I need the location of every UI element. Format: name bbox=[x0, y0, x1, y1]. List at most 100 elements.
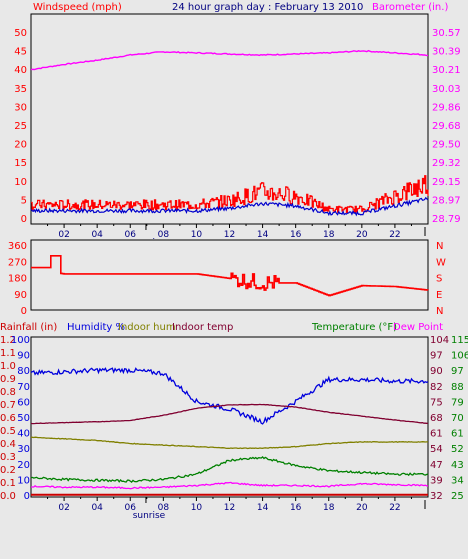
compass-letter: E bbox=[436, 290, 442, 301]
rainfall-tick-label: 1.0 bbox=[0, 361, 16, 372]
temp2-tick-label: 61 bbox=[451, 429, 464, 440]
x-tick-label: 06 bbox=[125, 230, 137, 240]
temp1-tick-label: 61 bbox=[430, 429, 443, 440]
windspeed-tick-label: 30 bbox=[14, 102, 27, 113]
barometer-tick-label: 30.21 bbox=[432, 65, 461, 76]
temp1-tick-label: 54 bbox=[430, 444, 443, 455]
windspeed-line bbox=[31, 175, 429, 214]
indoor-temp-label: Indoor temp bbox=[172, 322, 233, 333]
x-tick-label: 20 bbox=[356, 503, 368, 513]
x-tick-label: 22 bbox=[389, 230, 400, 240]
x-tick-label: 18 bbox=[323, 503, 335, 513]
temp1-tick-label: 47 bbox=[430, 460, 443, 471]
rainfall-tick-label: 0.8 bbox=[0, 387, 16, 398]
graph-title: 24 hour graph day : February 13 2010 bbox=[172, 2, 363, 13]
humidity-tick-label: 80 bbox=[17, 366, 30, 377]
x-axis-panel3: 02 04 06 08 10 12 14 16 18 20 22 sunrise bbox=[47, 497, 426, 521]
humidity-label: Humidity % bbox=[67, 322, 125, 333]
panel-wind-direction bbox=[30, 239, 429, 311]
barometer-label: Barometer (in.) bbox=[372, 2, 448, 13]
humidity-tick-label: 10 bbox=[17, 475, 30, 486]
series-line bbox=[30, 455, 429, 483]
windspeed-tick-label: 40 bbox=[14, 65, 27, 76]
direction-tick-label: 90 bbox=[14, 290, 27, 301]
windspeed-tick-label: 25 bbox=[14, 121, 27, 132]
windspeed-tick-label: 15 bbox=[14, 158, 27, 169]
temp1-tick-label: 82 bbox=[430, 382, 443, 393]
barometer-axis: 30.57 30.39 30.21 30.03 29.86 29.68 29.50 29.32… bbox=[432, 28, 461, 225]
rainfall-tick-label: 0.3 bbox=[0, 452, 16, 463]
x-tick-label: 10 bbox=[191, 503, 203, 513]
windspeed-tick-label: 50 bbox=[14, 28, 27, 39]
temperature-label: Temperature (°F) bbox=[311, 322, 397, 333]
x-tick-label: 02 bbox=[58, 503, 69, 513]
windspeed-tick-label: 35 bbox=[14, 84, 27, 95]
temp2-tick-label: 34 bbox=[451, 475, 464, 486]
direction-tick-label: 0 bbox=[21, 306, 27, 317]
rainfall-tick-label: 0.6 bbox=[0, 413, 16, 424]
temp1-tick-label: 97 bbox=[430, 351, 443, 362]
temp-axis-2: 115 106 97 88 79 70 61 52 43 34 25 bbox=[451, 335, 468, 502]
temp1-tick-label: 104 bbox=[430, 335, 449, 346]
x-tick-label: 18 bbox=[323, 230, 335, 240]
direction-tick-label: 180 bbox=[8, 274, 27, 285]
panel2-series bbox=[31, 255, 429, 297]
humidity-tick-label: 20 bbox=[17, 460, 30, 471]
temp2-tick-label: 115 bbox=[451, 335, 468, 346]
x-tick-label: 12 bbox=[224, 230, 235, 240]
direction-tick-label: 270 bbox=[8, 257, 27, 268]
compass-letter: W bbox=[436, 257, 446, 268]
barometer-tick-label: 30.57 bbox=[432, 28, 461, 39]
barometer-line bbox=[30, 49, 428, 71]
temp2-tick-label: 97 bbox=[451, 366, 464, 377]
barometer-tick-label: 28.79 bbox=[432, 214, 461, 225]
humidity-tick-label: 50 bbox=[17, 413, 30, 424]
x-tick-label: 12 bbox=[224, 503, 235, 513]
temp2-tick-label: 52 bbox=[451, 444, 464, 455]
barometer-tick-label: 30.39 bbox=[432, 47, 461, 58]
dew-point-label: Dew Point bbox=[393, 322, 443, 333]
x-tick-label: 08 bbox=[158, 230, 170, 240]
barometer-tick-label: 29.50 bbox=[432, 140, 461, 151]
panel-wind-barometer bbox=[30, 13, 429, 225]
x-tick-label: 22 bbox=[389, 503, 400, 513]
temp2-tick-label: 70 bbox=[451, 413, 464, 424]
x-tick-label: 06 bbox=[125, 503, 137, 513]
x-tick-label: 14 bbox=[257, 503, 269, 513]
series-line bbox=[30, 367, 429, 425]
temp2-tick-label: 43 bbox=[451, 460, 464, 471]
rainfall-tick-label: 1.1 bbox=[0, 348, 16, 359]
indoor-hum-label: Indoor hum bbox=[118, 322, 176, 333]
x-tick-label: 10 bbox=[191, 230, 203, 240]
rainfall-tick-label: 0.9 bbox=[0, 374, 16, 385]
x-tick-label: 08 bbox=[158, 503, 170, 513]
x-tick-label: 02 bbox=[58, 230, 69, 240]
humidity-tick-label: 70 bbox=[17, 382, 30, 393]
windspeed-tick-label: 0 bbox=[21, 214, 27, 225]
x-tick-label: 04 bbox=[91, 230, 103, 240]
compass-letter: S bbox=[436, 274, 442, 285]
compass-letter: N bbox=[436, 306, 443, 317]
x-tick-label: 16 bbox=[290, 503, 302, 513]
wind-average-line bbox=[30, 196, 429, 217]
x-tick-label: 16 bbox=[290, 230, 302, 240]
panel1-series bbox=[30, 49, 429, 217]
humidity-tick-label: 30 bbox=[17, 444, 30, 455]
humidity-tick-label: 90 bbox=[17, 351, 30, 362]
sunrise-label: sunrise bbox=[133, 511, 166, 521]
rainfall-tick-label: 0.7 bbox=[0, 400, 16, 411]
x-tick-label: 20 bbox=[356, 230, 368, 240]
panel-humidity-temp bbox=[30, 336, 429, 498]
windspeed-tick-label: 45 bbox=[14, 47, 27, 58]
x-tick-label: 04 bbox=[91, 503, 103, 513]
temp1-tick-label: 32 bbox=[430, 491, 443, 502]
humidity-tick-label: 0 bbox=[24, 491, 30, 502]
temp1-tick-label: 75 bbox=[430, 397, 443, 408]
humidity-tick-label: 100 bbox=[11, 335, 30, 346]
direction-axis: 360 270 180 90 0 bbox=[8, 241, 27, 317]
rainfall-tick-label: 1.2 bbox=[0, 335, 16, 346]
